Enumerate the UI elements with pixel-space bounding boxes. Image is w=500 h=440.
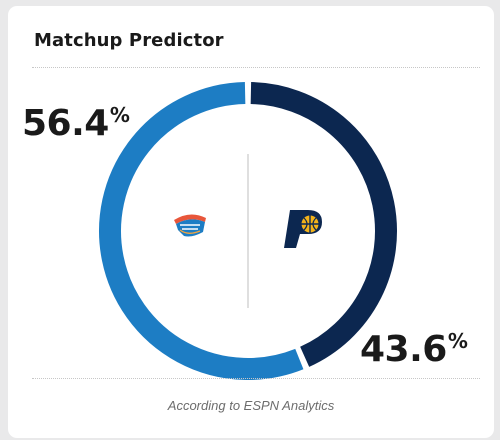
widget-title: Matchup Predictor (34, 30, 224, 51)
away-pct-value: 43.6 (360, 329, 447, 370)
pacers-logo-icon (284, 210, 322, 248)
away-probability-arc (250, 82, 397, 367)
thunder-logo-icon (174, 214, 206, 237)
home-probability-arc (99, 82, 304, 380)
away-pct-sign: % (447, 329, 468, 353)
win-probability-donut (99, 82, 397, 380)
away-win-percentage: 43.6% (360, 329, 468, 370)
home-pct-value: 56.4 (22, 103, 109, 144)
analytics-footnote: According to ESPN Analytics (167, 398, 335, 413)
matchup-predictor-card: Matchup Predictor 56.4% 43.6% According … (8, 6, 494, 438)
home-win-percentage: 56.4% (22, 103, 130, 144)
home-pct-sign: % (109, 103, 130, 127)
title-divider (32, 67, 480, 68)
footer-divider (32, 378, 480, 379)
